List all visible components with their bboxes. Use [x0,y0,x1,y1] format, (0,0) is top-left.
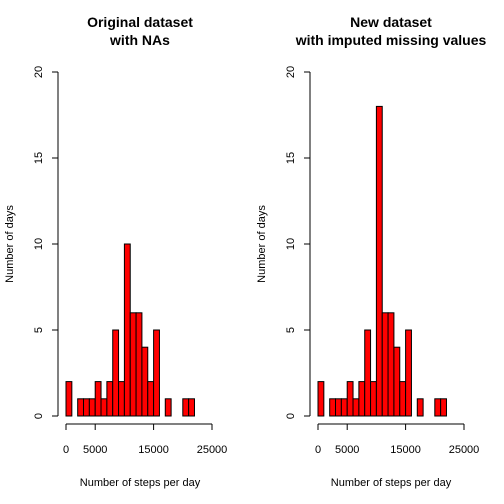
x-tick-label: 0 [63,444,69,456]
y-axis: 0 5 10 15 20 [33,66,59,419]
histogram-bar [88,398,96,417]
y-tick-label: 5 [285,327,297,333]
histogram-bar [317,381,325,417]
histogram-bar [387,312,395,417]
bars-group [317,105,447,417]
y-axis: 0 5 10 15 20 [285,66,311,419]
histogram-bar [118,381,125,417]
x-axis: 0 5000 15000 25000 [63,423,228,456]
histogram-bar [399,381,407,417]
y-tick-label: 15 [33,152,45,164]
x-axis-label: Number of steps per day [331,477,452,489]
histogram-bar [123,243,131,417]
y-tick-label: 10 [33,238,45,250]
histogram-bar [381,312,389,417]
chart-title-line2: with NAs [109,32,170,48]
chart-title-line2: with imputed missing values [295,32,487,48]
panel-original-dataset: Original dataset with NAs Number of step… [4,14,227,489]
y-tick-label: 10 [285,238,297,250]
chart-title-line1: Original dataset [87,14,193,30]
x-tick-label: 15000 [138,444,169,456]
x-tick-label: 5000 [83,444,107,456]
histogram-bar [329,398,337,417]
y-tick-label: 5 [33,327,45,333]
y-tick-label: 20 [33,66,45,78]
y-tick-label: 0 [33,413,45,419]
y-axis-label: Number of days [4,205,16,283]
histogram-bar [440,398,447,417]
x-axis: 0 5000 15000 25000 [315,423,480,456]
histogram-bar [83,398,90,417]
y-tick-label: 0 [285,413,297,419]
histogram-bar [141,346,149,417]
histogram-bar [364,329,372,417]
x-axis-label: Number of steps per day [80,477,201,489]
histogram-bar [352,398,360,417]
y-tick-label: 20 [285,66,297,78]
x-tick-label: 5000 [335,444,359,456]
y-tick-label: 15 [285,152,297,164]
histogram-bar [112,329,120,417]
histogram-bar [153,329,160,417]
histogram-bar [346,381,354,417]
histogram-bar [129,312,137,417]
histogram-bar [94,381,102,417]
histogram-bar [100,398,108,417]
histogram-bar [106,381,114,417]
histogram-bar [375,105,383,417]
histogram-bar [135,312,143,417]
histogram-bar [77,398,85,417]
histogram-bar [370,381,377,417]
x-tick-label: 15000 [390,444,421,456]
histogram-bar [393,346,401,417]
histogram-bar [65,381,73,417]
x-tick-label: 0 [315,444,321,456]
histogram-bar [358,381,366,417]
y-axis-label: Number of days [256,205,268,283]
histogram-bar [147,381,155,417]
panel-new-dataset: New dataset with imputed missing values … [256,14,487,489]
histogram-bar [405,329,412,417]
histogram-bar [182,398,190,417]
histogram-bar [340,398,348,417]
bars-group [65,243,195,417]
histogram-bar [434,398,442,417]
histogram-bar [416,398,424,417]
x-tick-label: 25000 [449,444,480,456]
histogram-bar [335,398,342,417]
x-tick-label: 25000 [197,444,228,456]
histogram-bar [164,398,172,417]
chart-title-line1: New dataset [350,14,432,30]
histogram-bar [188,398,195,417]
